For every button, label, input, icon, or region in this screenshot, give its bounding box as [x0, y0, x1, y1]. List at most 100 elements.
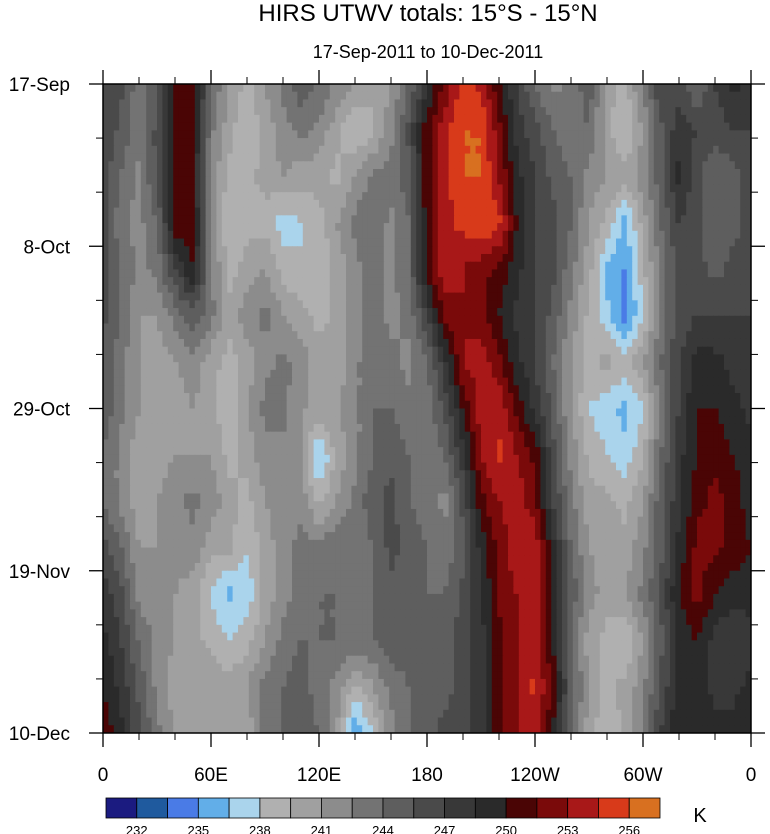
heatmap-cell [545, 107, 552, 116]
heatmap-cell [648, 369, 655, 379]
heatmap-cell [610, 261, 617, 271]
heatmap-cell [286, 300, 293, 309]
heatmap-cell [502, 91, 509, 101]
heatmap-cell [248, 308, 255, 317]
heatmap-cell [740, 385, 747, 394]
heatmap-cell [151, 84, 158, 93]
heatmap-cell [200, 331, 207, 340]
heatmap-cell [146, 168, 153, 178]
heatmap-cell [648, 91, 655, 101]
heatmap-cell [653, 354, 660, 363]
heatmap-cell [475, 284, 482, 294]
heatmap-cell [346, 114, 352, 124]
heatmap-cell [535, 238, 541, 247]
heatmap-cell [292, 253, 298, 263]
heatmap-cell [664, 84, 671, 93]
heatmap-cell [238, 145, 244, 155]
heatmap-cell [410, 238, 417, 247]
heatmap-cell [675, 145, 682, 155]
heatmap-cell [610, 145, 617, 155]
heatmap-cell [502, 168, 509, 178]
heatmap-cell [421, 277, 428, 286]
heatmap-cell [259, 122, 266, 131]
heatmap-cell [194, 308, 201, 317]
heatmap-cell [572, 99, 579, 108]
heatmap-cell [556, 238, 563, 247]
heatmap-cell [437, 230, 444, 240]
heatmap-cell [232, 130, 239, 139]
heatmap-cell [113, 153, 120, 162]
heatmap-cell [567, 385, 574, 394]
heatmap-cell [135, 346, 142, 356]
heatmap-cell [275, 207, 282, 216]
heatmap-cell [319, 199, 325, 209]
heatmap-cell [265, 369, 271, 379]
heatmap-cell [162, 91, 169, 101]
heatmap-cell [157, 393, 163, 402]
heatmap-cell [745, 246, 751, 255]
heatmap-cell [130, 207, 136, 216]
heatmap-cell [562, 238, 568, 247]
heatmap-cell [556, 176, 563, 186]
heatmap-cell [697, 84, 703, 93]
heatmap-cell [221, 153, 228, 162]
heatmap-cell [599, 192, 606, 201]
heatmap-cell [653, 323, 660, 332]
heatmap-cell [486, 184, 493, 193]
heatmap-cell [119, 138, 126, 147]
heatmap-cell [605, 161, 612, 170]
heatmap-cell [529, 207, 536, 216]
heatmap-cell [103, 393, 109, 402]
heatmap-cell [216, 122, 223, 131]
heatmap-cell [670, 122, 676, 131]
heatmap-cell [227, 168, 234, 178]
heatmap-cell [567, 377, 574, 386]
heatmap-cell [632, 223, 639, 232]
heatmap-cell [691, 292, 698, 301]
heatmap-cell [270, 184, 277, 193]
heatmap-cell [718, 230, 725, 240]
heatmap-cell [232, 122, 239, 131]
heatmap-cell [173, 122, 180, 131]
heatmap-cell [200, 315, 207, 325]
heatmap-cell [184, 84, 190, 93]
heatmap-cell [119, 315, 126, 325]
heatmap-cell [119, 215, 126, 224]
heatmap-cell [702, 99, 709, 108]
heatmap-cell [437, 331, 444, 340]
heatmap-cell [616, 176, 622, 186]
heatmap-cell [497, 238, 504, 247]
heatmap-cell [389, 277, 396, 286]
heatmap-cell [621, 114, 628, 124]
heatmap-cell [162, 261, 169, 271]
heatmap-cell [130, 377, 136, 386]
heatmap-cell [508, 246, 514, 255]
heatmap-cell [713, 223, 720, 232]
heatmap-cell [340, 207, 347, 216]
heatmap-cell [324, 385, 331, 394]
heatmap-cell [643, 300, 649, 309]
heatmap-cell [551, 107, 558, 116]
heatmap-cell [475, 153, 482, 162]
heatmap-cell [740, 84, 747, 93]
heatmap-cell [448, 323, 455, 332]
heatmap-cell [167, 176, 174, 186]
heatmap-cell [167, 393, 174, 402]
heatmap-cell [297, 215, 304, 224]
heatmap-cell [454, 323, 460, 332]
heatmap-cell [135, 114, 142, 124]
heatmap-cell [599, 323, 606, 332]
heatmap-cell [373, 377, 379, 386]
heatmap-cell [443, 161, 450, 170]
heatmap-cell [653, 130, 660, 139]
heatmap-cell [448, 153, 455, 162]
heatmap-cell [524, 230, 531, 240]
heatmap-cell [313, 223, 320, 232]
heatmap-cell [562, 114, 568, 124]
heatmap-cell [378, 138, 385, 147]
heatmap-cell [416, 362, 423, 371]
heatmap-cell [238, 161, 244, 170]
heatmap-cell [475, 385, 482, 394]
heatmap-cell [567, 176, 574, 186]
heatmap-cell [729, 277, 736, 286]
